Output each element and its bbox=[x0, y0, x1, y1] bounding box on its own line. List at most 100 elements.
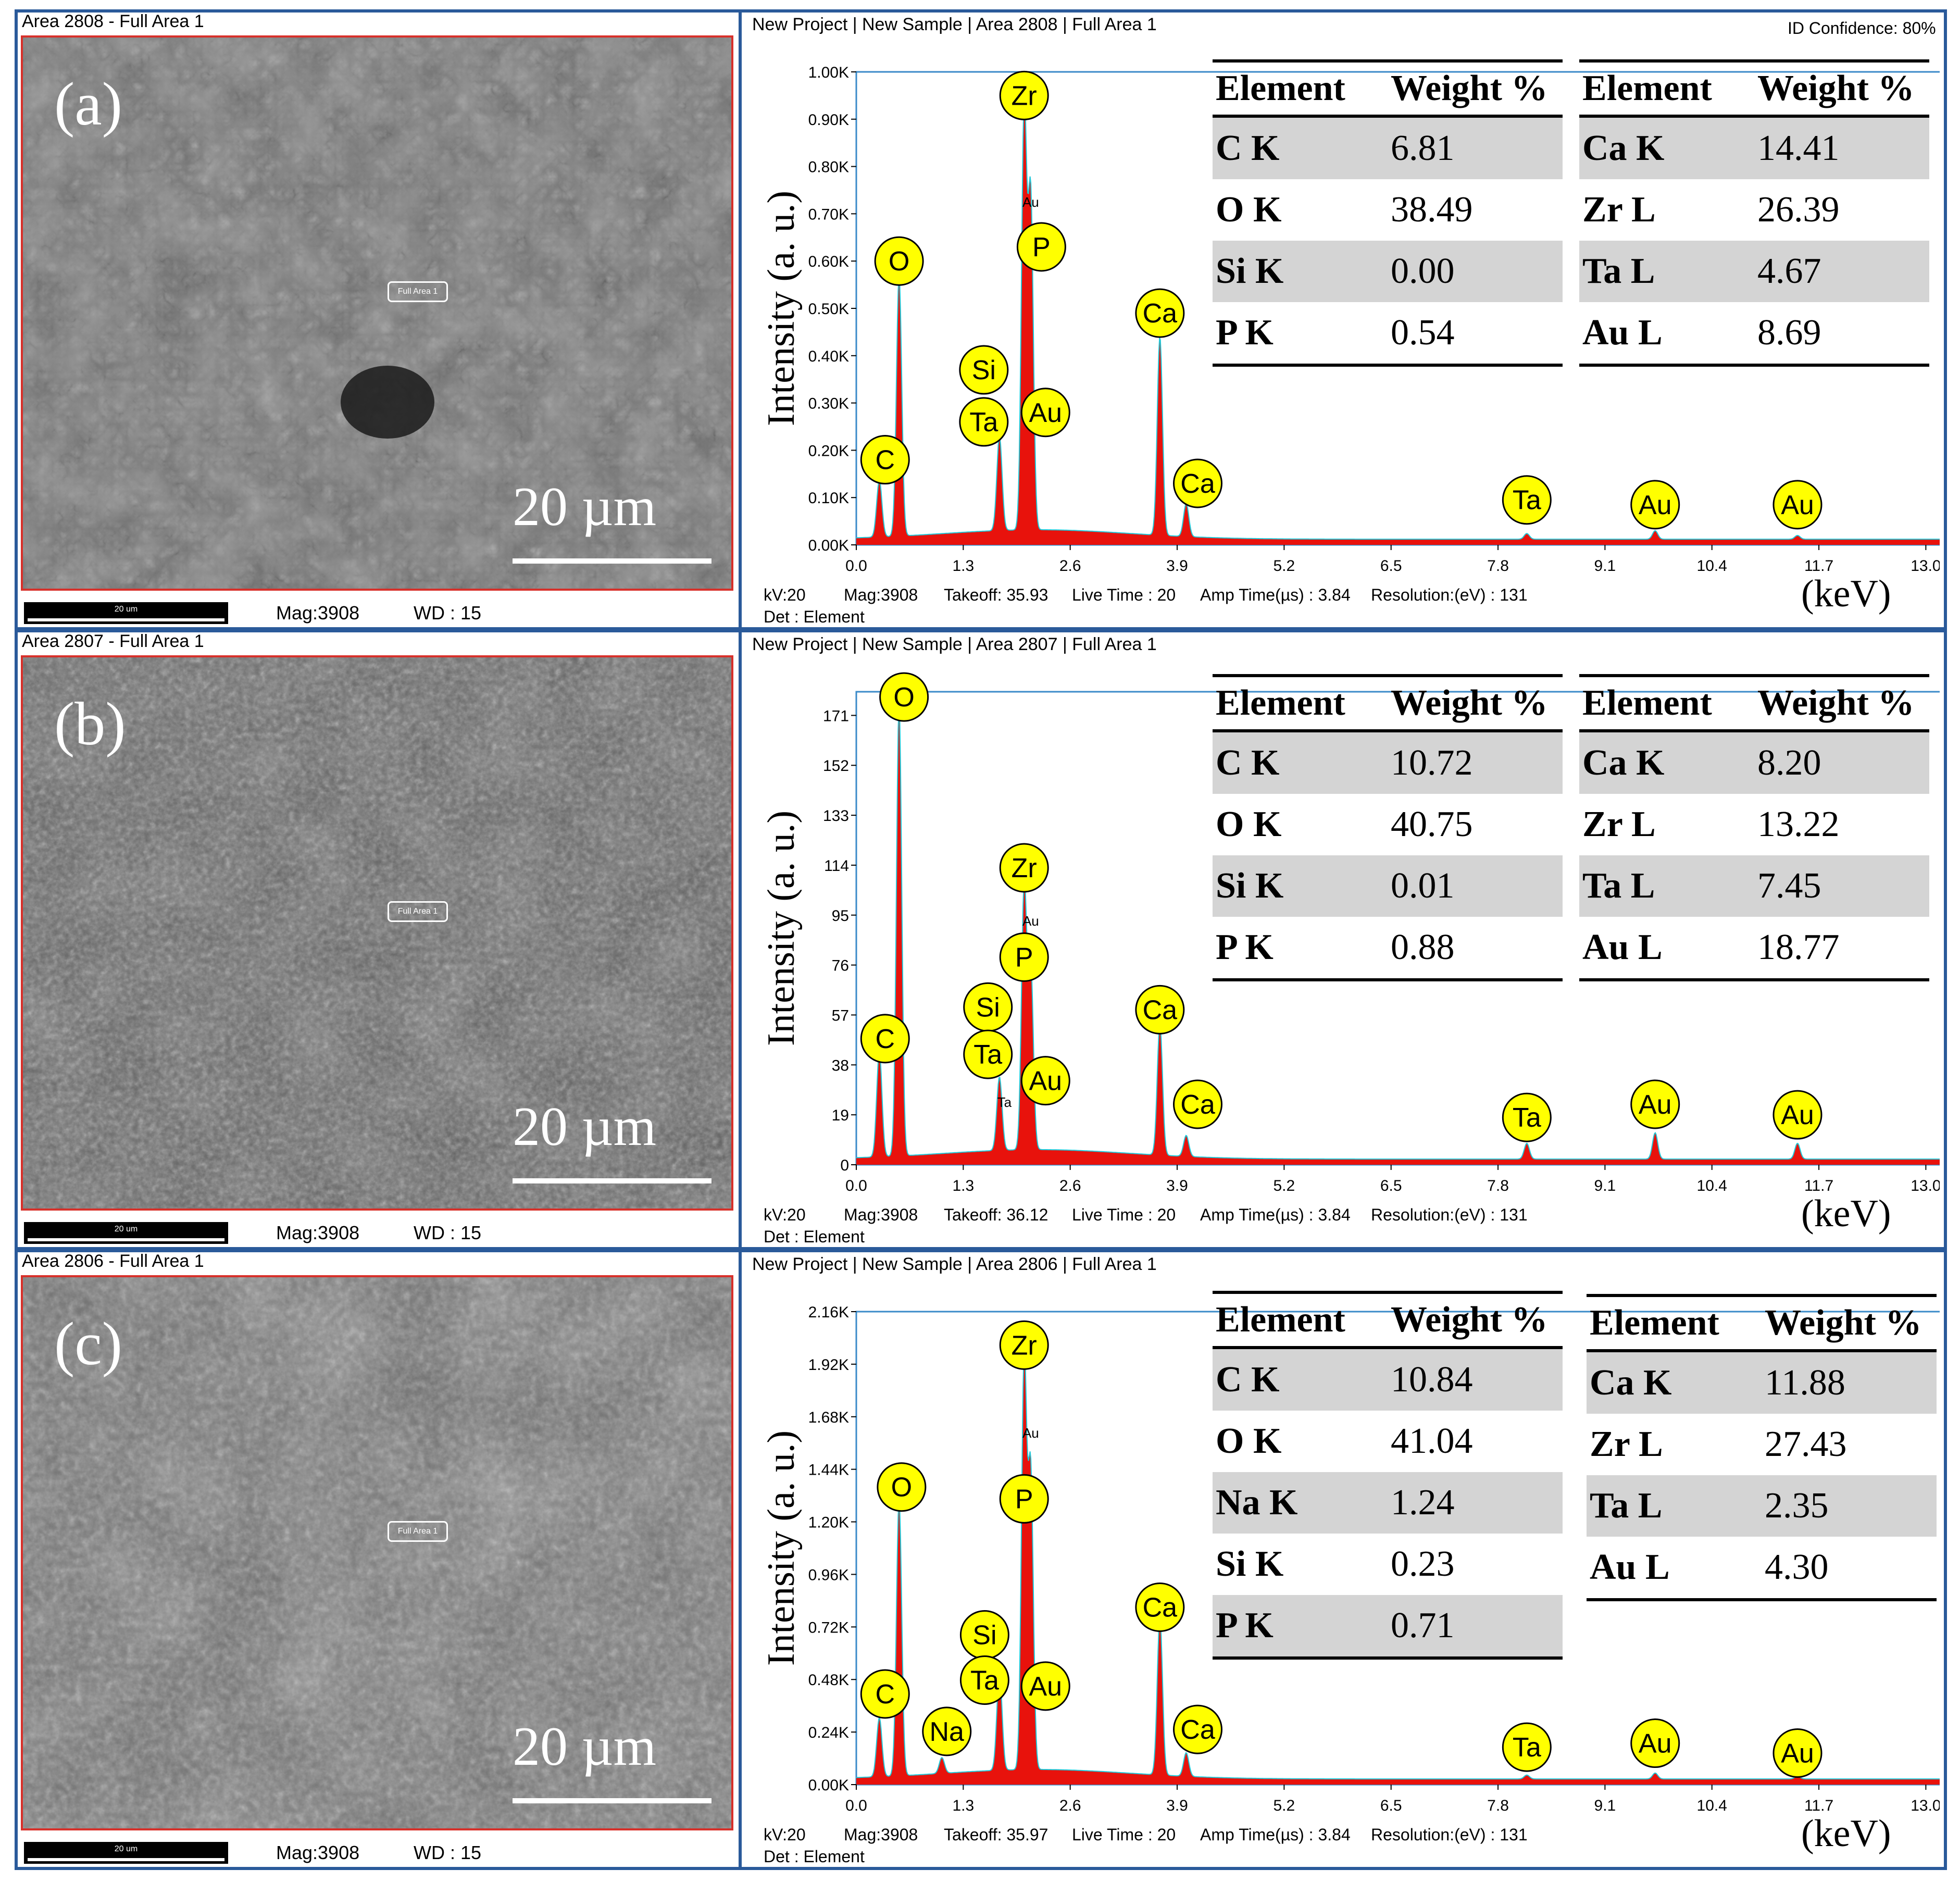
y-axis-label: Intensity (a. u.) bbox=[760, 811, 803, 1046]
sem-image: (a) Full Area 1 20 µm bbox=[21, 35, 733, 591]
x-tick-label: 0.0 bbox=[845, 1177, 867, 1194]
det-text: Det : Element bbox=[764, 607, 865, 626]
marker-label: Au bbox=[1639, 490, 1672, 520]
y-tick-label: 1.44K bbox=[808, 1462, 849, 1479]
eds-title: New Project | New Sample | Area 2807 | F… bbox=[752, 634, 1157, 654]
element: Au L bbox=[1579, 917, 1754, 981]
y-tick-label: 0.72K bbox=[808, 1619, 849, 1636]
weight-table-left: Element Weight % C K 10.84 O K 41.04 Na K 1.… bbox=[1213, 1291, 1563, 1660]
element: Zr L bbox=[1590, 1424, 1663, 1464]
wd-text: WD : 15 bbox=[414, 1222, 482, 1243]
scale-text: 20 µm bbox=[513, 1716, 657, 1777]
marker-label: C bbox=[876, 1024, 895, 1054]
element-marker: P bbox=[999, 932, 1049, 982]
eds-title: New Project | New Sample | Area 2808 | F… bbox=[752, 15, 1157, 34]
y-tick-label: 0.30K bbox=[808, 395, 849, 413]
element-marker: Au bbox=[1772, 480, 1822, 530]
x-tick-label: 2.6 bbox=[1059, 1797, 1081, 1814]
x-tick-label: 3.9 bbox=[1166, 557, 1188, 575]
x-axis-label: (keV) bbox=[1801, 572, 1891, 615]
marker-label: Zr bbox=[1012, 1330, 1037, 1361]
mini-scale-bar: 20 um bbox=[24, 1222, 228, 1244]
acq-takeoff: Takeoff: 35.93 bbox=[944, 585, 1048, 604]
row-b: Area 2807 - Full Area 1 (b) Full Area 1 … bbox=[15, 629, 1947, 1250]
weight: 41.04 bbox=[1391, 1421, 1473, 1461]
weight: 0.88 bbox=[1388, 917, 1563, 981]
element-marker: Si bbox=[959, 345, 1009, 395]
element-marker: C bbox=[860, 1669, 910, 1719]
marker-circle bbox=[1020, 388, 1070, 438]
row-a: Area 2808 - Full Area 1 (a) Full Area 1 … bbox=[15, 9, 1947, 630]
weight: 8.69 bbox=[1754, 302, 1929, 367]
marker-label: Ta bbox=[1513, 1733, 1541, 1763]
scale-bar bbox=[513, 1798, 711, 1803]
weight: 1.24 bbox=[1388, 1472, 1563, 1534]
x-axis-label: (keV) bbox=[1801, 1812, 1891, 1855]
element-marker: P bbox=[1016, 222, 1066, 272]
marker-label: Ta bbox=[969, 407, 998, 438]
x-tick-label: 10.4 bbox=[1697, 1177, 1727, 1194]
panel-label: (b) bbox=[54, 690, 126, 758]
element-marker: Au bbox=[1020, 1661, 1070, 1711]
x-axis-label: (keV) bbox=[1801, 1192, 1891, 1235]
element: Zr L bbox=[1582, 190, 1656, 230]
acq-mag: Mag:3908 bbox=[844, 1205, 918, 1224]
marker-circle bbox=[877, 1462, 927, 1512]
marker-label: Ca bbox=[1180, 1090, 1215, 1120]
wd-text: WD : 15 bbox=[414, 602, 482, 624]
element-marker: Au bbox=[1630, 1718, 1680, 1768]
x-tick-label: 11.7 bbox=[1804, 1797, 1833, 1814]
y-tick-label: 76 bbox=[832, 957, 849, 975]
wd-text: WD : 15 bbox=[414, 1842, 482, 1863]
acq-livetime: Live Time : 20 bbox=[1072, 1825, 1176, 1844]
x-tick-label: 6.5 bbox=[1380, 1177, 1402, 1194]
weight: 4.67 bbox=[1754, 241, 1929, 302]
sem-image: (c) Full Area 1 20 µm bbox=[21, 1275, 733, 1830]
marker-label: Au bbox=[1029, 398, 1062, 428]
marker-label: C bbox=[876, 1679, 895, 1710]
element-marker: Ca bbox=[1135, 288, 1185, 338]
x-tick-label: 2.6 bbox=[1059, 557, 1081, 575]
element-marker: Au bbox=[1772, 1090, 1822, 1140]
x-tick-label: 5.2 bbox=[1274, 1177, 1295, 1194]
peak-small-label: Ta bbox=[997, 1094, 1012, 1110]
element-marker: Ta bbox=[1502, 1722, 1552, 1772]
acq-kv: kV:20 bbox=[764, 1825, 806, 1844]
y-tick-label: 38 bbox=[832, 1057, 849, 1074]
marker-circle bbox=[1020, 1056, 1070, 1106]
element-marker: Ta bbox=[959, 1655, 1009, 1705]
marker-label: Ca bbox=[1143, 995, 1178, 1025]
element: Ca K bbox=[1579, 116, 1754, 179]
element-marker: O bbox=[874, 236, 924, 286]
weight: 4.30 bbox=[1762, 1537, 1937, 1601]
x-tick-label: 10.4 bbox=[1697, 557, 1727, 575]
x-tick-label: 3.9 bbox=[1166, 1177, 1188, 1194]
marker-label: Au bbox=[1639, 1729, 1672, 1759]
element-marker: Ta bbox=[1502, 1092, 1552, 1142]
spectrum-outline bbox=[856, 1347, 1940, 1780]
mag-text: Mag:3908 bbox=[276, 1842, 360, 1863]
element: P K bbox=[1213, 302, 1388, 367]
col-weight: Weight % bbox=[1388, 1291, 1563, 1349]
acq-mag: Mag:3908 bbox=[844, 585, 918, 604]
weight: 14.41 bbox=[1754, 116, 1929, 179]
marker-label: Si bbox=[976, 992, 1000, 1023]
marker-circle bbox=[1772, 1090, 1822, 1140]
y-tick-label: 0.96K bbox=[808, 1566, 849, 1584]
mini-scale-text: 20 um bbox=[114, 1225, 138, 1233]
marker-circle bbox=[959, 397, 1009, 447]
element: Ta L bbox=[1587, 1475, 1762, 1537]
y-tick-label: 1.20K bbox=[808, 1514, 849, 1531]
acq-kv: kV:20 bbox=[764, 585, 806, 604]
weight: 10.72 bbox=[1388, 731, 1563, 794]
y-tick-label: 95 bbox=[832, 907, 849, 925]
x-tick-label: 0.0 bbox=[845, 557, 867, 575]
peak-small-label: Au bbox=[1022, 913, 1039, 929]
marker-circle bbox=[999, 932, 1049, 982]
marker-label: Ta bbox=[1513, 485, 1541, 516]
acq-livetime: Live Time : 20 bbox=[1072, 1205, 1176, 1224]
x-tick-label: 0.0 bbox=[845, 1797, 867, 1814]
element: Au L bbox=[1579, 302, 1754, 367]
marker-circle bbox=[1173, 1079, 1223, 1129]
col-weight: Weight % bbox=[1754, 59, 1929, 118]
